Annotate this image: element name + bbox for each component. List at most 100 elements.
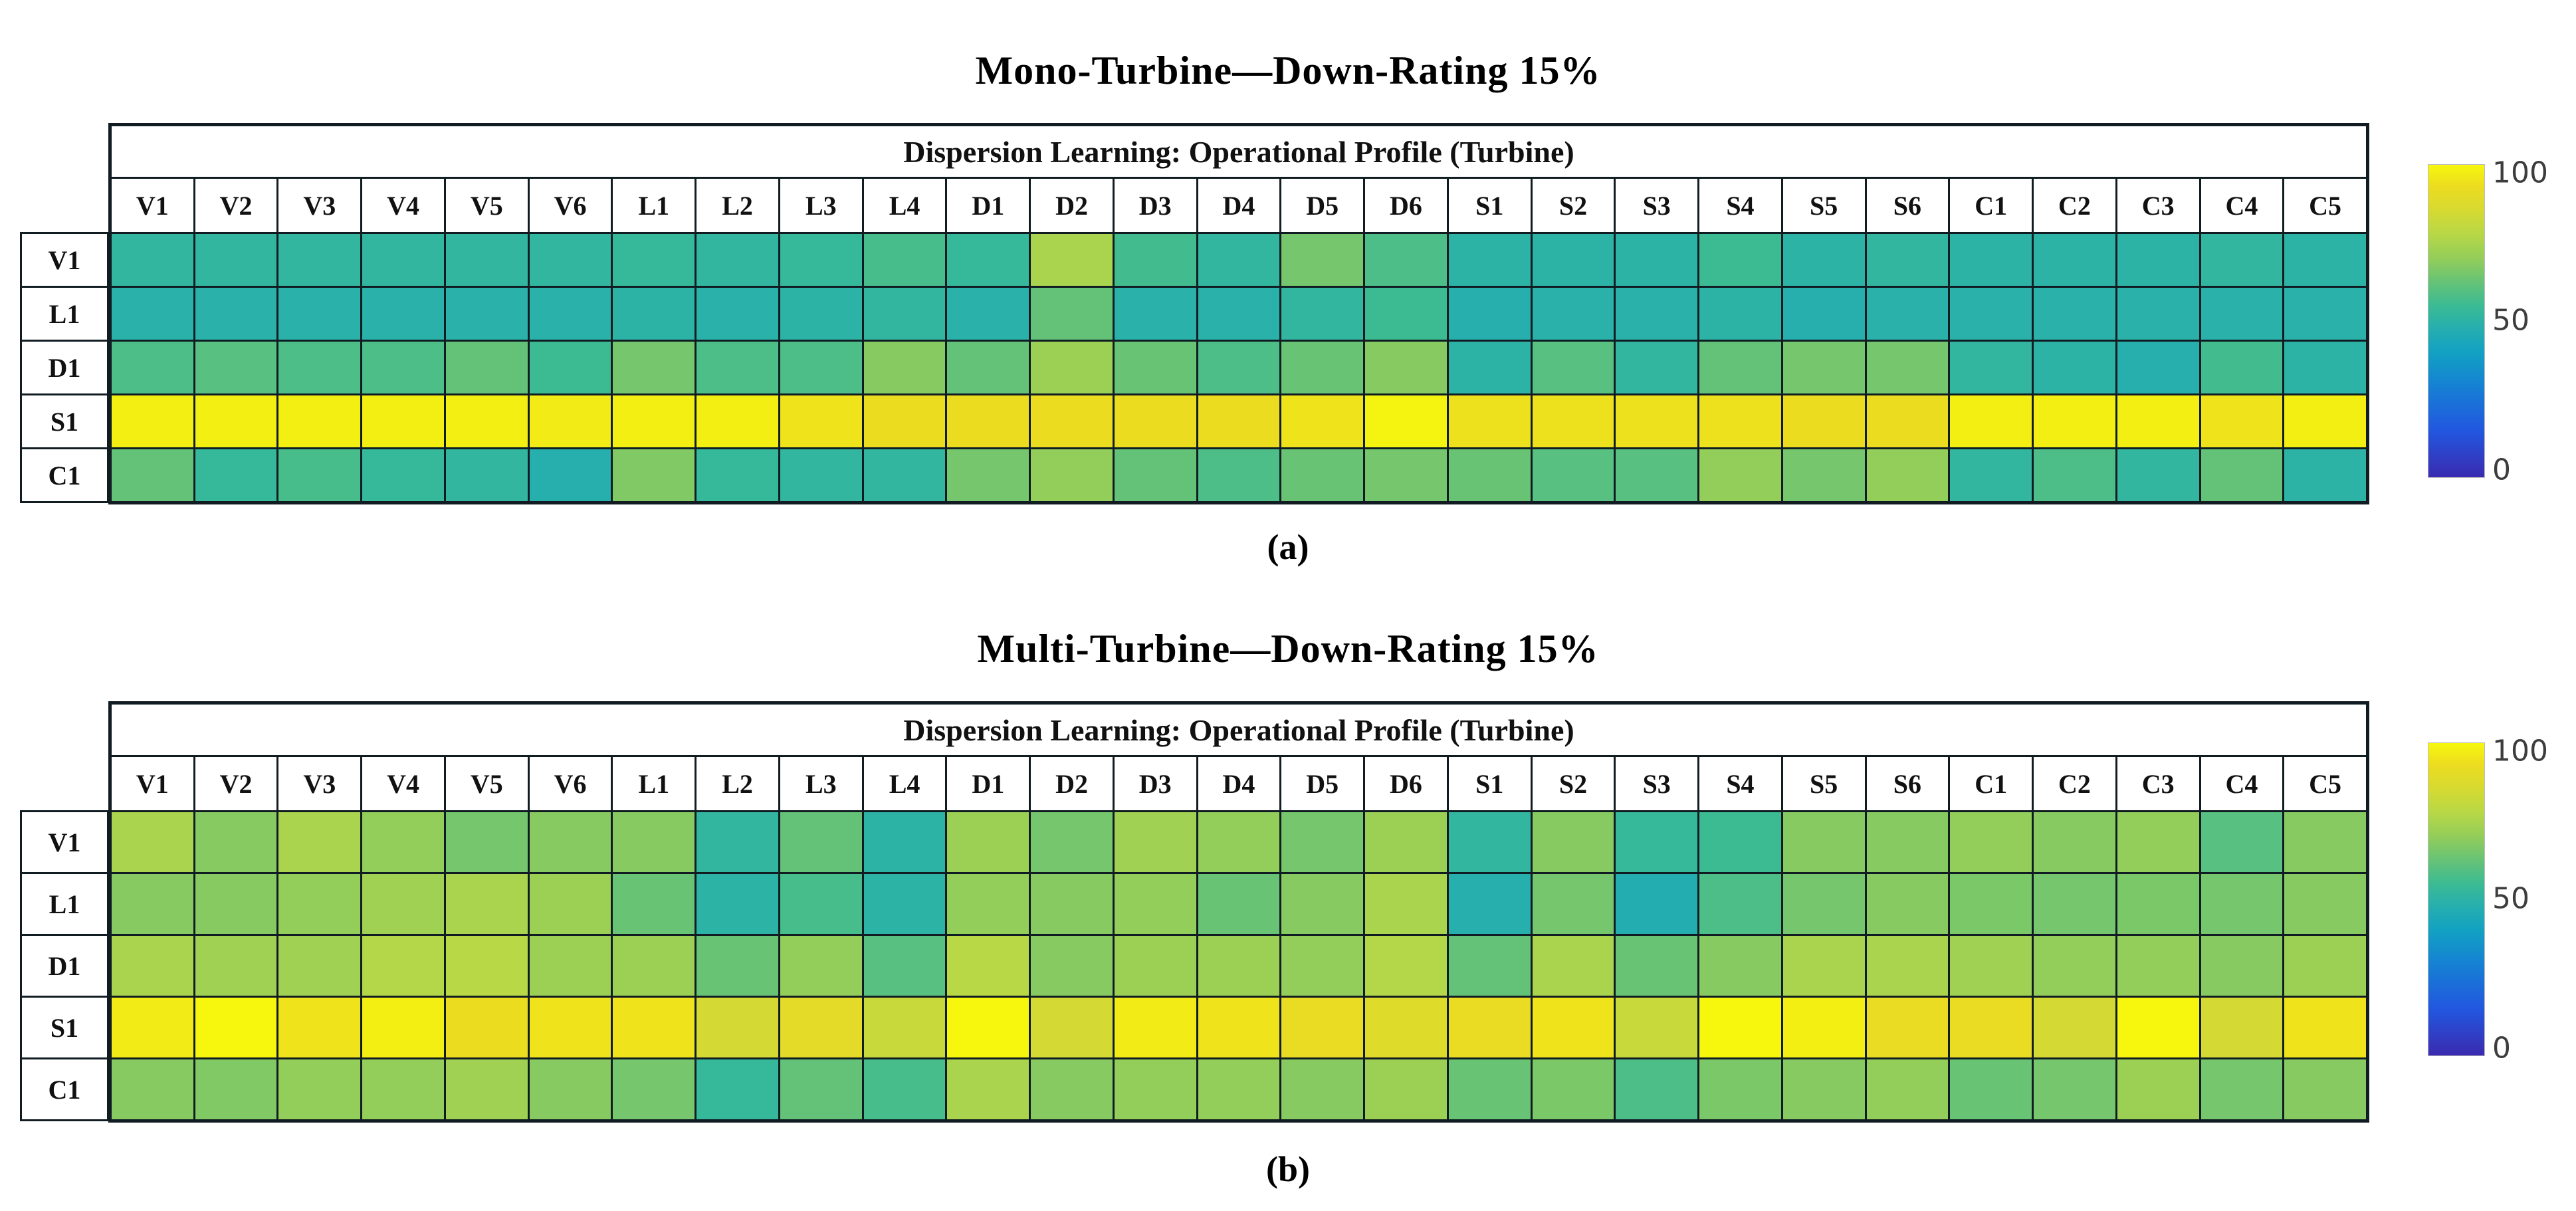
heatmap-cell-V1-D4 [1198, 234, 1280, 286]
heatmap-cell-D1-S6 [1866, 936, 1949, 996]
heatmap-cell-C1-L2 [697, 449, 778, 501]
heatmap-cell-V1-D5 [1281, 812, 1364, 872]
heatmap-cell-S1-C5 [2284, 395, 2366, 447]
heatmap-cell-C1-D6 [1365, 1059, 1447, 1119]
heatmap-cell-C1-V3 [278, 1059, 361, 1119]
heatmap-cell-S1-L2 [697, 998, 778, 1057]
heatmap-cell-D1-V1 [112, 936, 193, 996]
heatmap-a-table: Dispersion Learning: Operational Profile… [108, 123, 2369, 504]
column-header-C2: C2 [2034, 757, 2115, 810]
heatmap-cell-V1-S6 [1866, 812, 1949, 872]
heatmap-cell-V1-D3 [1114, 812, 1196, 872]
heatmap-cell-V1-D5 [1281, 234, 1364, 286]
heatmap-cell-L1-C1 [1950, 288, 2032, 340]
heatmap-cell-S1-S6 [1866, 395, 1949, 447]
heatmap-cell-D1-D4 [1198, 342, 1280, 393]
heatmap-cell-V1-D6 [1365, 234, 1447, 286]
heatmap-cell-D1-L4 [863, 342, 946, 393]
heatmap-cell-S1-D1 [947, 998, 1029, 1057]
heatmap-cell-S1-V3 [278, 395, 361, 447]
heatmap-cell-L1-D1 [947, 288, 1029, 340]
heatmap-cell-S1-D1 [947, 395, 1029, 447]
column-header-D4: D4 [1198, 179, 1280, 232]
heatmap-cell-C1-S2 [1532, 1059, 1614, 1119]
heatmap-cell-S1-S5 [1782, 395, 1865, 447]
heatmap-cell-S1-V1 [112, 998, 193, 1057]
heatmap-cell-V1-S1 [1448, 812, 1531, 872]
heatmap-cell-C1-D5 [1281, 1059, 1364, 1119]
heatmap-cell-S1-D2 [1031, 998, 1113, 1057]
heatmap-cell-D1-C5 [2284, 342, 2366, 393]
heatmap-cell-S1-S1 [1448, 998, 1531, 1057]
heatmap-cell-D1-D3 [1114, 342, 1196, 393]
column-header-S3: S3 [1616, 179, 1698, 232]
heatmap-cell-S1-V2 [195, 395, 277, 447]
heatmap-cell-V1-V1 [112, 234, 193, 286]
heatmap-cell-S1-V4 [362, 998, 444, 1057]
column-header-C5: C5 [2284, 757, 2366, 810]
column-header-L1: L1 [613, 179, 695, 232]
column-header-V2: V2 [195, 757, 277, 810]
heatmap-cell-C1-V3 [278, 449, 361, 501]
row-label-S1: S1 [20, 393, 109, 449]
heatmap-cell-D1-S6 [1866, 342, 1949, 393]
heatmap-cell-C1-D5 [1281, 449, 1364, 501]
heatmap-cell-C1-V6 [529, 449, 611, 501]
heatmap-cell-V1-V6 [529, 812, 611, 872]
heatmap-cell-S1-S4 [1699, 395, 1781, 447]
heatmap-b-row-labels: V1 L1 D1 S1 C1 [20, 810, 109, 1121]
heatmap-cell-L1-D3 [1114, 874, 1196, 934]
column-header-V3: V3 [278, 757, 361, 810]
heatmap-cell-L1-C2 [2034, 874, 2115, 934]
heatmap-cell-C1-C4 [2200, 1059, 2283, 1119]
heatmap-cell-C1-S1 [1448, 449, 1531, 501]
heatmap-cell-L1-V6 [529, 288, 611, 340]
heatmap-cell-V1-C3 [2117, 234, 2199, 286]
heatmap-cell-L1-V3 [278, 874, 361, 934]
heatmap-cell-V1-L3 [780, 812, 862, 872]
colorbar-a-gradient [2428, 164, 2485, 478]
figure-b-title: Multi-Turbine—Down-Rating 15% [977, 626, 1599, 671]
heatmap-a-row-labels: V1 L1 D1 S1 C1 [20, 232, 109, 503]
row-label-S1: S1 [20, 996, 109, 1059]
heatmap-cell-D1-L2 [697, 936, 778, 996]
heatmap-cell-V1-S5 [1782, 234, 1865, 286]
heatmap-cell-V1-D3 [1114, 234, 1196, 286]
heatmap-cell-V1-D1 [947, 234, 1029, 286]
heatmap-cell-V1-V2 [195, 812, 277, 872]
heatmap-cell-V1-S6 [1866, 234, 1949, 286]
heatmap-cell-D1-D4 [1198, 936, 1280, 996]
heatmap-cell-L1-V2 [195, 874, 277, 934]
heatmap-cell-C1-V1 [112, 449, 193, 501]
heatmap-cell-L1-L3 [780, 874, 862, 934]
heatmap-cell-L1-V2 [195, 288, 277, 340]
heatmap-cell-L1-V1 [112, 874, 193, 934]
heatmap-cell-L1-D5 [1281, 288, 1364, 340]
heatmap-cell-L1-S2 [1532, 874, 1614, 934]
heatmap-cell-V1-C1 [1950, 234, 2032, 286]
heatmap-cell-D1-C3 [2117, 342, 2199, 393]
heatmap-cell-S1-C2 [2034, 395, 2115, 447]
heatmap-cell-C1-V4 [362, 449, 444, 501]
heatmap-cell-C1-D3 [1114, 449, 1196, 501]
colorbar-tick-0: 0 [2492, 1031, 2511, 1065]
heatmap-cell-D1-C1 [1950, 342, 2032, 393]
heatmap-cell-C1-L4 [863, 449, 946, 501]
column-header-C2: C2 [2034, 179, 2115, 232]
column-header-D6: D6 [1365, 179, 1447, 232]
heatmap-cell-L1-L2 [697, 288, 778, 340]
colorbar-tick-0: 0 [2492, 453, 2511, 487]
heatmap-cell-V1-V5 [445, 812, 528, 872]
heatmap-cell-S1-S2 [1532, 395, 1614, 447]
column-header-S5: S5 [1782, 179, 1865, 232]
column-header-S1: S1 [1448, 757, 1531, 810]
column-header-C1: C1 [1950, 757, 2032, 810]
heatmap-cell-D1-S2 [1532, 342, 1614, 393]
heatmap-cell-D1-V2 [195, 936, 277, 996]
heatmap-cell-D1-S1 [1448, 342, 1531, 393]
heatmap-cell-S1-D2 [1031, 395, 1113, 447]
column-header-S5: S5 [1782, 757, 1865, 810]
column-header-S3: S3 [1616, 757, 1698, 810]
column-header-D3: D3 [1114, 757, 1196, 810]
heatmap-cell-C1-S1 [1448, 1059, 1531, 1119]
